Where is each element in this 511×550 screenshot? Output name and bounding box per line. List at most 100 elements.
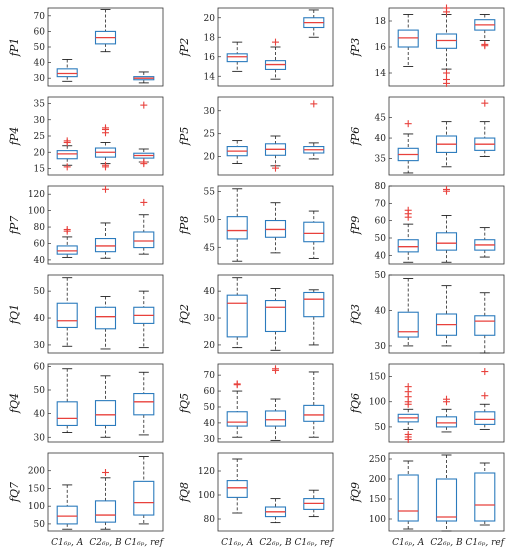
y-tick-label: 18 [375, 17, 387, 27]
outlier-marker [63, 139, 71, 146]
iqr-box [56, 505, 78, 525]
box-2 [435, 4, 458, 87]
axes-frame [47, 452, 164, 532]
box-1 [56, 277, 78, 347]
outlier-marker [404, 400, 412, 408]
y-tick-label: 20 [34, 148, 46, 158]
subplot-fP9: 40 50 60 70 80 fP9 [349, 182, 505, 265]
iqr-box [435, 232, 458, 251]
outlier-marker [102, 129, 109, 137]
y-tick-label: 100 [28, 207, 45, 217]
box-1 [56, 484, 78, 530]
iqr-box [94, 400, 117, 427]
y-tick-label: 50 [34, 287, 46, 297]
y-tick-label: 35 [375, 155, 387, 165]
y-tick-label: 40 [34, 410, 46, 420]
box-3 [474, 292, 496, 354]
box-1 [56, 368, 78, 433]
y-tick-label: 200 [28, 467, 45, 477]
box-2 [264, 202, 287, 254]
y-tick-label: 100 [28, 502, 45, 512]
axes-frame [217, 363, 334, 443]
iqr-box [264, 300, 287, 333]
y-axis-label: fQ4 [8, 393, 21, 414]
x-category-label: C1₆ₚ, A [221, 538, 254, 548]
subplot-fP3: 14 16 18 fP3 [349, 4, 505, 87]
iqr-box [133, 392, 155, 416]
box-2 [94, 296, 117, 350]
box-3 [303, 9, 325, 38]
box-3 [303, 100, 325, 160]
y-tick-label: 45 [375, 114, 387, 124]
y-tick-label: 60 [34, 362, 46, 372]
y-tick-label: 50 [375, 234, 387, 244]
outlier-marker [404, 213, 412, 221]
box-1 [226, 380, 248, 438]
y-axis-label: fQ5 [178, 393, 191, 414]
box-2 [435, 454, 458, 532]
subplot-fQ4: 30 40 50 60 fQ4 [8, 362, 164, 443]
y-tick-label: 70 [375, 199, 387, 209]
outlier-marker [233, 381, 241, 389]
y-tick-label: 25 [34, 132, 46, 142]
axes-frame [47, 274, 164, 354]
box-1 [56, 59, 78, 82]
outlier-marker [481, 42, 489, 50]
y-tick-label: 14 [375, 69, 387, 79]
iqr-box [94, 500, 117, 523]
y-tick-label: 60 [34, 239, 46, 249]
box-3 [474, 368, 496, 430]
x-category-label: C2₆ₚ, B [259, 538, 292, 548]
iqr-box [226, 411, 248, 427]
y-tick-label: 16 [375, 43, 387, 53]
box-3 [474, 462, 496, 526]
iqr-box [133, 480, 155, 516]
x-category-label: C2₆ₚ, B [89, 538, 122, 548]
y-tick-label: 120 [198, 467, 215, 477]
y-tick-label: 30 [375, 342, 387, 352]
y-tick-label: 120 [28, 190, 45, 200]
axes-frame [217, 96, 334, 176]
box-1 [397, 460, 419, 530]
subplot-fQ3: 30 40 50 fQ3 [349, 271, 505, 354]
iqr-box [435, 478, 458, 522]
iqr-box [226, 294, 248, 338]
iqr-box [226, 480, 248, 498]
iqr-box [56, 302, 78, 328]
y-tick-label: 60 [375, 217, 387, 227]
box-2 [435, 395, 458, 433]
axes-frame [388, 96, 505, 176]
box-1 [226, 277, 248, 349]
box-1 [56, 226, 78, 258]
outlier-marker [404, 120, 412, 128]
iqr-box [397, 474, 419, 522]
box-3 [133, 101, 155, 168]
iqr-box [226, 53, 248, 63]
outlier-marker [272, 366, 279, 374]
subplot-fP1: 30 40 50 60 70 fP1 [8, 7, 164, 87]
outlier-marker [63, 163, 71, 171]
y-tick-label: 50 [34, 386, 46, 396]
box-1 [56, 137, 78, 171]
y-axis-label: fP1 [8, 38, 21, 57]
x-category-label: C1₆ₚ, ref [295, 538, 335, 548]
subplot-fP4: 15 20 25 30 35 fP4 [8, 96, 164, 176]
box-2 [264, 38, 287, 80]
iqr-box [94, 237, 117, 253]
y-axis-label: fP2 [178, 38, 191, 57]
iqr-box [474, 315, 496, 336]
y-tick-label: 150 [28, 484, 45, 494]
box-2 [264, 135, 287, 172]
iqr-box [56, 245, 78, 255]
y-tick-label: 30 [34, 433, 46, 443]
y-tick-label: 30 [204, 435, 216, 445]
y-tick-label: 80 [204, 515, 216, 525]
y-tick-label: 30 [34, 341, 46, 351]
iqr-box [264, 410, 287, 427]
axes-frame [217, 7, 334, 87]
box-1 [397, 14, 419, 67]
y-tick-label: 60 [34, 27, 46, 37]
y-tick-label: 50 [204, 215, 216, 225]
y-tick-label: 55 [204, 188, 216, 198]
